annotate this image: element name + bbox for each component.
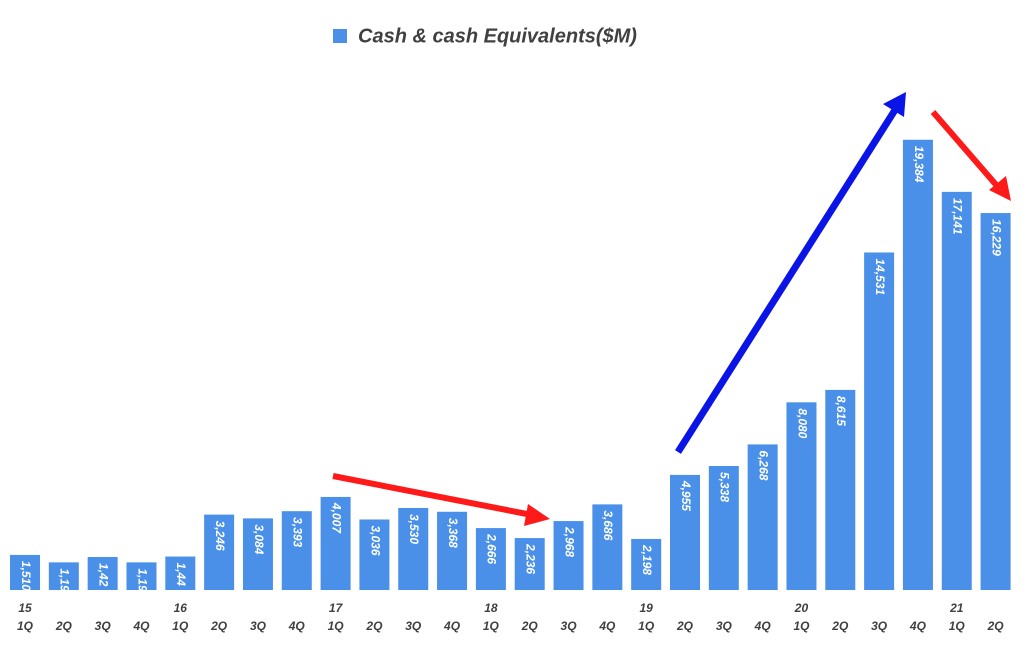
arrow xyxy=(675,108,898,454)
value-label: 3,036 xyxy=(368,525,382,555)
value-label: 5,338 xyxy=(718,472,732,502)
arrow-head xyxy=(989,176,1011,201)
x-tick-label: 1Q xyxy=(949,619,966,633)
bar xyxy=(941,191,972,590)
bar xyxy=(165,556,196,590)
x-tick-label: 2Q xyxy=(676,619,694,633)
bar xyxy=(864,252,895,590)
x-tick-label: 2Q xyxy=(521,619,539,633)
bar xyxy=(126,562,157,590)
x-tick-label: 2Q xyxy=(831,619,849,633)
arrow-head xyxy=(524,504,550,526)
value-label: 2,968 xyxy=(562,526,576,557)
year-label: 17 xyxy=(329,601,344,615)
value-label: 4,955 xyxy=(679,480,693,511)
bar xyxy=(242,518,273,590)
bar xyxy=(281,511,312,590)
value-label: 3,246 xyxy=(213,521,227,551)
x-tick-label: 3Q xyxy=(250,619,267,633)
legend-swatch xyxy=(333,29,347,43)
value-label: 6,268 xyxy=(756,450,770,480)
bar xyxy=(437,511,468,590)
bar xyxy=(553,521,584,590)
x-tick-label: 3Q xyxy=(716,619,733,633)
value-label: 17,141 xyxy=(951,198,965,235)
x-tick-label: 3Q xyxy=(561,619,578,633)
bar xyxy=(631,538,662,590)
value-label: 3,393 xyxy=(291,517,305,547)
annotation-arrows xyxy=(332,92,1011,526)
x-tick-label: 4Q xyxy=(754,619,772,633)
arrow xyxy=(930,110,1001,189)
year-label: 16 xyxy=(174,601,188,615)
bar xyxy=(48,562,79,590)
value-label: 1,44 xyxy=(174,563,188,587)
bar xyxy=(786,402,817,590)
x-tick-label: 2Q xyxy=(987,619,1005,633)
bar xyxy=(747,444,778,590)
bar xyxy=(10,554,41,590)
arrow-head xyxy=(883,92,906,117)
bar xyxy=(87,557,118,590)
value-label: 1,19 xyxy=(58,568,72,592)
x-tick-label: 3Q xyxy=(871,619,888,633)
value-label: 3,686 xyxy=(601,510,615,540)
x-tick-label: 4Q xyxy=(443,619,461,633)
value-label: 14,531 xyxy=(873,258,887,295)
value-label: 19,384 xyxy=(912,146,926,183)
x-tick-label: 1Q xyxy=(483,619,500,633)
bar xyxy=(592,504,623,590)
value-label: 1,510 xyxy=(19,561,33,591)
value-label: 3,084 xyxy=(252,524,266,554)
arrow xyxy=(332,473,533,518)
value-label: 8,080 xyxy=(795,408,809,438)
x-tick-label: 1Q xyxy=(17,619,34,633)
bar xyxy=(670,474,701,590)
bar xyxy=(398,508,429,590)
year-label: 19 xyxy=(640,601,654,615)
bar xyxy=(825,389,856,590)
x-tick-label: 1Q xyxy=(638,619,655,633)
bar xyxy=(359,519,390,590)
bar xyxy=(320,496,351,590)
x-tick-label: 4Q xyxy=(288,619,306,633)
x-tick-label: 2Q xyxy=(365,619,383,633)
value-label: 4,007 xyxy=(329,502,343,534)
x-tick-label: 1Q xyxy=(172,619,189,633)
value-label: 1,19 xyxy=(135,568,149,592)
x-tick-label: 3Q xyxy=(95,619,112,633)
value-label: 3,368 xyxy=(446,518,460,548)
bar xyxy=(475,528,506,590)
value-label: 2,666 xyxy=(485,533,499,564)
year-label: 15 xyxy=(18,601,32,615)
value-label: 2,236 xyxy=(524,543,538,574)
bar xyxy=(204,514,235,590)
value-label: 2,198 xyxy=(640,544,654,575)
bar xyxy=(902,139,933,590)
year-label: 18 xyxy=(484,601,498,615)
value-label: 1,42 xyxy=(96,563,110,587)
year-label: 21 xyxy=(949,601,964,615)
x-tick-label: 3Q xyxy=(405,619,422,633)
x-tick-label: 4Q xyxy=(132,619,150,633)
x-tick-label: 2Q xyxy=(55,619,73,633)
value-label: 8,615 xyxy=(834,396,848,426)
x-tick-label: 1Q xyxy=(328,619,345,633)
value-label: 3,530 xyxy=(407,514,421,544)
legend-label: Cash & cash Equivalents($M) xyxy=(358,25,637,47)
bar xyxy=(980,213,1011,590)
bar xyxy=(708,466,739,590)
year-label: 20 xyxy=(794,601,809,615)
value-label: 16,229 xyxy=(989,219,1003,256)
x-tick-label: 4Q xyxy=(598,619,616,633)
x-tick-label: 4Q xyxy=(909,619,927,633)
x-tick-label: 2Q xyxy=(210,619,228,633)
x-tick-label: 1Q xyxy=(793,619,810,633)
bar xyxy=(514,538,545,590)
